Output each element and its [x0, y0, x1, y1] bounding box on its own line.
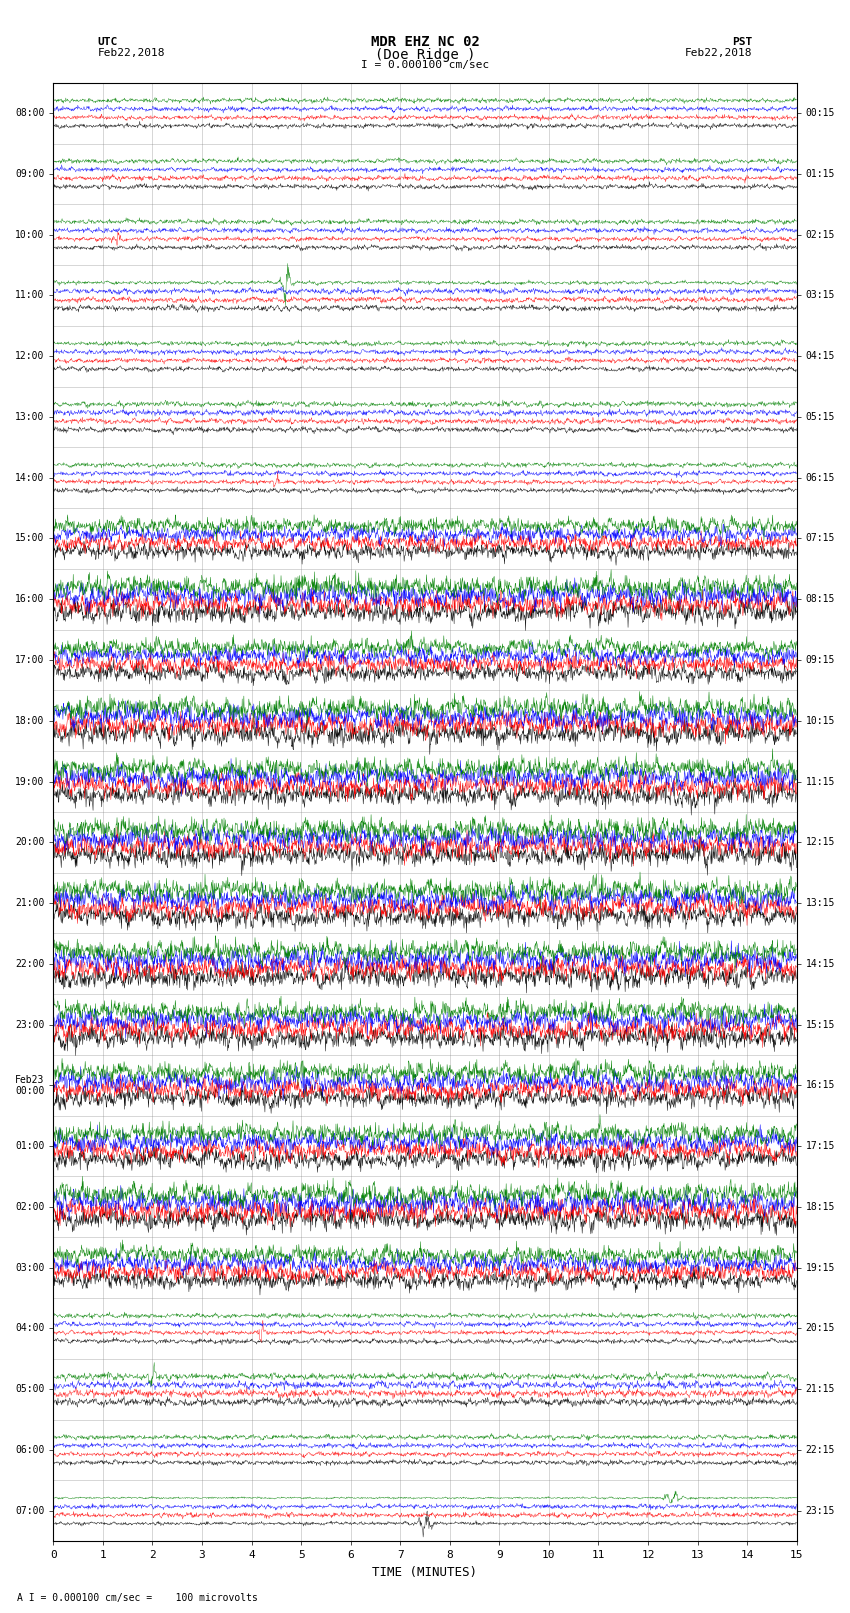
Text: A I = 0.000100 cm/sec =    100 microvolts: A I = 0.000100 cm/sec = 100 microvolts: [17, 1594, 258, 1603]
Text: PST: PST: [732, 37, 752, 47]
Text: Feb22,2018: Feb22,2018: [98, 48, 165, 58]
Text: Feb22,2018: Feb22,2018: [685, 48, 752, 58]
Text: UTC: UTC: [98, 37, 118, 47]
Text: MDR EHZ NC 02: MDR EHZ NC 02: [371, 35, 479, 50]
X-axis label: TIME (MINUTES): TIME (MINUTES): [372, 1566, 478, 1579]
Text: (Doe Ridge ): (Doe Ridge ): [375, 48, 475, 63]
Text: I = 0.000100 cm/sec: I = 0.000100 cm/sec: [361, 60, 489, 69]
